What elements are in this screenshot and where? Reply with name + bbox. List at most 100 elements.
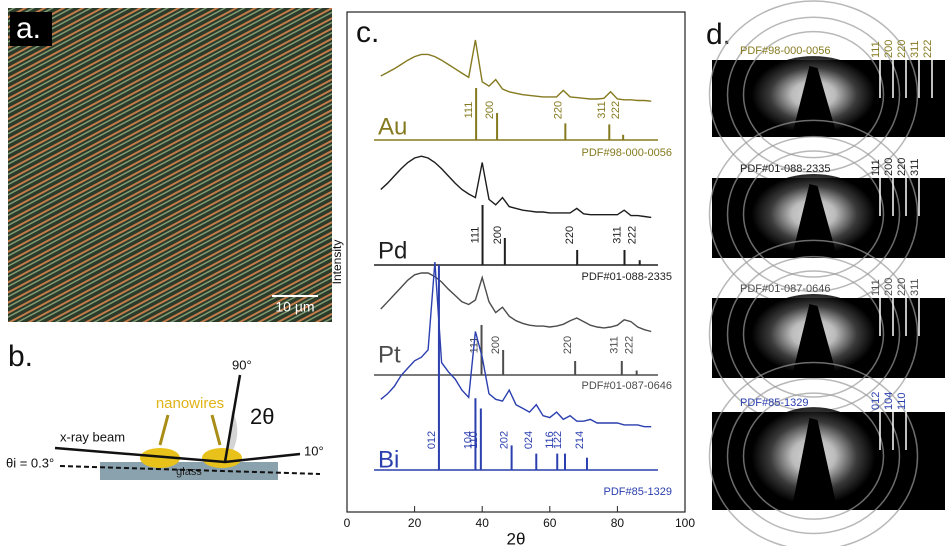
label-box	[10, 12, 52, 46]
peak-label: 111	[463, 102, 475, 119]
x-tick-label: 60	[543, 516, 557, 530]
x-tick-label: 20	[408, 516, 422, 530]
diffraction-ring	[708, 361, 919, 546]
reference-label: PDF#98-000-0056	[581, 147, 672, 159]
reference-label: PDF#01-088-2335	[581, 271, 672, 283]
peak-label: 311	[596, 101, 608, 119]
series-name: Pd	[378, 237, 407, 264]
peak-label: 220	[552, 101, 564, 119]
nanowire	[202, 448, 242, 468]
scale-label: 10 µm	[275, 299, 314, 315]
diffraction-ring	[742, 150, 885, 278]
peak-label: 220	[564, 226, 576, 244]
beam-label: x-ray beam	[60, 429, 125, 444]
nanowires-label: nanowires	[156, 395, 224, 412]
ring-label: 110	[896, 392, 908, 410]
nanowire	[140, 448, 180, 468]
panel-label: c.	[356, 16, 379, 49]
panel-label: a.	[16, 12, 41, 45]
ring-label: 200	[883, 278, 895, 296]
series-name: Au	[378, 113, 407, 140]
micrograph	[8, 8, 332, 322]
reference-label: PDF#01-087-0646	[581, 380, 672, 392]
reference-label: PDF#01-087-0646	[740, 283, 831, 295]
reference-label: PDF#85-1329	[740, 397, 809, 409]
ring-label: 111	[870, 159, 882, 176]
diffraction-ring	[726, 16, 901, 173]
reference-label: PDF#98-000-0056	[740, 45, 831, 57]
panel-a: a. 10 µm	[8, 8, 332, 322]
surface	[59, 465, 321, 475]
ring-label: 220	[896, 278, 908, 296]
diffraction-ring	[726, 377, 901, 535]
x-tick-label: 80	[611, 516, 625, 530]
ring-label: 111	[870, 41, 882, 58]
beam-stop	[791, 418, 838, 510]
peak-label: 116	[544, 431, 556, 449]
ring-label: 104	[883, 392, 895, 410]
peak-label: 220	[562, 336, 574, 354]
diffraction-ring	[726, 135, 901, 293]
diffraction-ring	[742, 30, 885, 159]
ring-label: 220	[896, 40, 908, 58]
pattern-trace	[380, 39, 652, 102]
panel-c: c. 2θ Intensity 0 20 40 60 80 100 111 200 220 311…	[330, 11, 695, 546]
peak-label: 202	[499, 431, 511, 449]
beam-stop	[791, 184, 838, 258]
ring-label: 200	[883, 40, 895, 58]
x-tick-label: 100	[675, 516, 695, 530]
ring-label: 311	[909, 158, 921, 176]
ring-label: 311	[909, 40, 921, 58]
panel-label: d.	[706, 18, 731, 51]
reference-label: PDF#85-1329	[604, 486, 673, 498]
peak-label: 122	[552, 431, 564, 449]
peak-label: 222	[627, 226, 639, 244]
peak-label: 111	[469, 227, 481, 244]
ring-label: 012	[870, 392, 882, 410]
pattern-trace	[380, 272, 652, 333]
series-name: Bi	[378, 446, 399, 473]
angle-label: 10°	[304, 443, 324, 458]
peak-label: 200	[490, 336, 502, 354]
detector-arm	[223, 374, 242, 463]
ring-label: 111	[870, 279, 882, 296]
glass	[100, 462, 278, 480]
pattern-trace	[380, 155, 652, 219]
panel-d: d. PDF#98-000-0056 111 200 220 311 222PDF#01-…	[706, 0, 945, 546]
panel-b: b. glass nanowires x-ray beam 90° 2θ 10°…	[6, 340, 324, 480]
panel-label: b.	[8, 340, 33, 373]
ring-label: 311	[909, 278, 921, 296]
peak-label: 222	[624, 336, 636, 354]
ring-label: 220	[896, 158, 908, 176]
plot-frame	[346, 11, 686, 513]
beam-stop	[791, 66, 838, 137]
x-tick-label: 0	[344, 516, 351, 530]
ring-label: 222	[922, 40, 934, 58]
peak-label: 214	[574, 431, 586, 449]
x-tick-label: 40	[476, 516, 490, 530]
beam-stop	[791, 304, 838, 378]
peak-label: 311	[611, 226, 623, 244]
x-axis-label: 2θ	[507, 529, 526, 546]
diffraction-ring	[742, 392, 885, 520]
angle-label: 2θ	[250, 404, 274, 429]
peak-label: 200	[484, 101, 496, 119]
peak-label: 110	[468, 431, 480, 449]
peak-label: 024	[523, 431, 535, 449]
peak-label: 012	[426, 431, 438, 449]
angle-label: 90°	[232, 357, 252, 372]
y-axis-label: Intensity	[330, 240, 344, 285]
ring-label: 200	[883, 158, 895, 176]
peak-label: 200	[492, 226, 504, 244]
pointer	[158, 414, 222, 446]
peak-label: 311	[609, 336, 621, 354]
series-name: Pt	[378, 341, 401, 368]
glass-label: glass	[176, 466, 202, 478]
angle-label: θi = 0.3°	[6, 455, 54, 470]
diffraction-ring	[742, 270, 885, 398]
reference-label: PDF#01-088-2335	[740, 163, 831, 175]
peak-label: 104	[462, 431, 474, 449]
pattern-trace	[380, 261, 652, 428]
